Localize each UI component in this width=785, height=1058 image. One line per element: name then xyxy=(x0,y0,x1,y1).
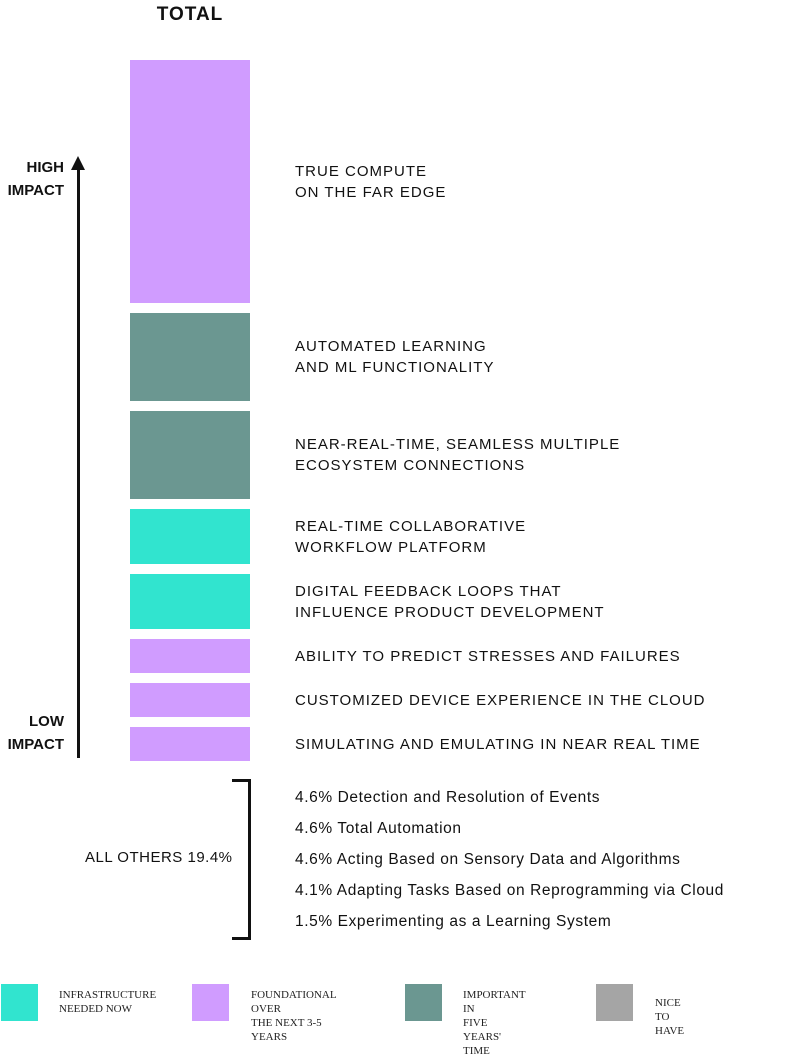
impact-axis-line xyxy=(77,168,80,758)
others-item: 4.1% Adapting Tasks Based on Reprogrammi… xyxy=(295,882,724,899)
others-item: 1.5% Experimenting as a Learning System xyxy=(295,913,612,930)
bar-label: DIGITAL FEEDBACK LOOPS THAT INFLUENCE PR… xyxy=(295,582,605,621)
axis-low-label: LOW IMPACT xyxy=(7,713,64,753)
bar-label: NEAR-REAL-TIME, SEAMLESS MULTIPLE ECOSYS… xyxy=(295,436,621,474)
legend-swatch xyxy=(192,984,229,1021)
bar-4 xyxy=(130,509,250,564)
bar-label: SIMULATING AND EMULATING IN NEAR REAL TI… xyxy=(295,735,701,753)
legend-label: NICE TO HAVE xyxy=(655,997,685,1037)
others-item: 4.6% Detection and Resolution of Events xyxy=(295,789,601,806)
bar-7 xyxy=(130,683,250,717)
others-bracket xyxy=(232,779,251,940)
bar-label: CUSTOMIZED DEVICE EXPERIENCE IN THE CLOU… xyxy=(295,691,706,709)
bar-6 xyxy=(130,639,250,673)
legend-swatch xyxy=(596,984,633,1021)
others-item: 4.6% Total Automation xyxy=(295,820,462,837)
bar-label: REAL-TIME COLLABORATIVE WORKFLOW PLATFOR… xyxy=(295,517,527,556)
bar-label: AUTOMATED LEARNING AND ML FUNCTIONALITY xyxy=(295,338,495,376)
bar-5 xyxy=(130,574,250,629)
bar-label: TRUE COMPUTE ON THE FAR EDGE xyxy=(295,162,447,201)
bar-1 xyxy=(130,60,250,303)
arrow-up-icon xyxy=(71,156,85,170)
axis-high-label: HIGH IMPACT xyxy=(7,159,64,199)
bar-8 xyxy=(130,727,250,761)
others-list: 4.6% Detection and Resolution of Events … xyxy=(295,788,724,943)
bar-3 xyxy=(130,411,250,499)
others-item: 4.6% Acting Based on Sensory Data and Al… xyxy=(295,851,681,868)
chart-title: TOTAL xyxy=(156,4,224,25)
bar-label: ABILITY TO PREDICT STRESSES AND FAILURES xyxy=(295,647,681,665)
legend-label: INFRASTRUCTURE NEEDED NOW xyxy=(59,989,157,1015)
legend-label: IMPORTANT IN FIVE YEARS' TIME xyxy=(463,989,526,1057)
bar-2 xyxy=(130,313,250,401)
legend-label: FOUNDATIONAL OVER THE NEXT 3-5 YEARS xyxy=(251,989,337,1043)
legend-swatch xyxy=(405,984,442,1021)
bar-chart xyxy=(130,60,250,761)
others-label: ALL OTHERS 19.4% xyxy=(85,849,233,866)
legend-swatch xyxy=(1,984,38,1021)
